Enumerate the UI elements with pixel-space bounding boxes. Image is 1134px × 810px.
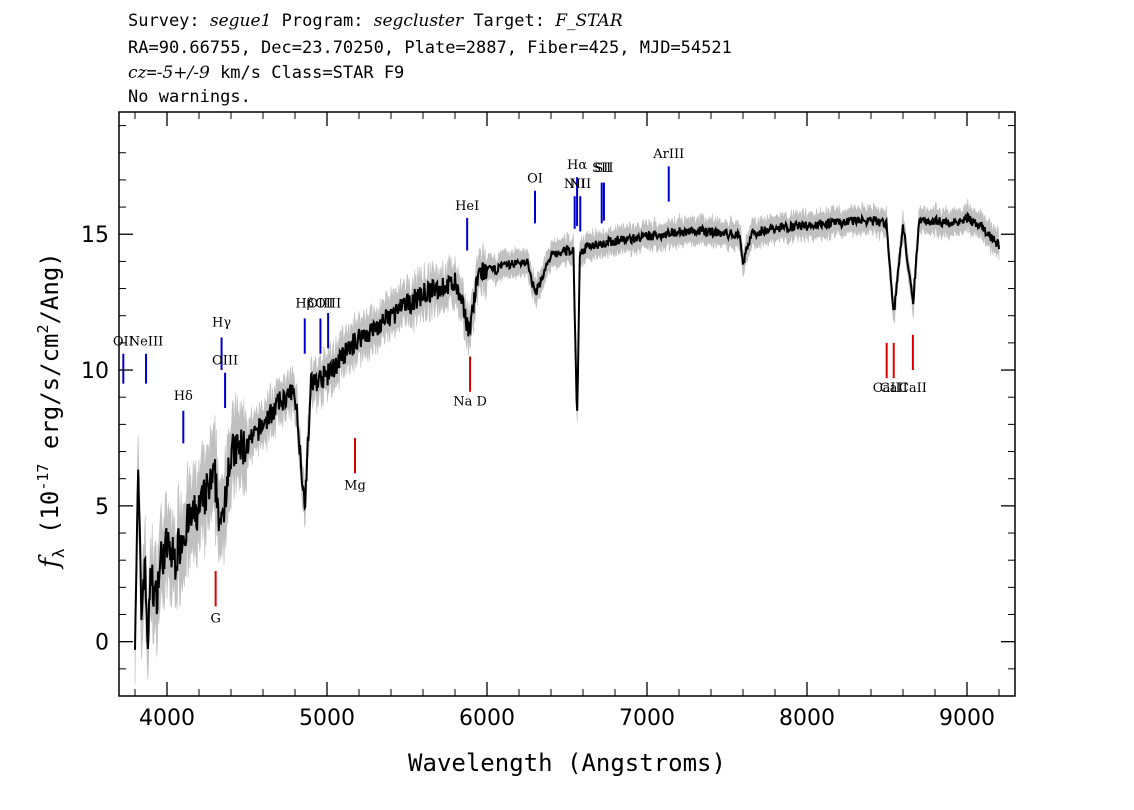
emission-line-label: NII — [569, 177, 591, 192]
x-tick-label: 5000 — [299, 706, 355, 731]
y-tick-label: 15 — [81, 223, 109, 248]
absorption-line-label: CaII — [873, 381, 901, 396]
program-label: Program: — [271, 11, 374, 31]
y-tick-label: 10 — [81, 359, 109, 384]
cz-symbol: cz — [128, 63, 147, 83]
absorption-line-label: Mg — [344, 479, 366, 494]
x-tick-label: 7000 — [619, 706, 675, 731]
emission-line-label: OIII — [212, 354, 238, 369]
absorption-line-label: G — [210, 612, 220, 627]
x-tick-label: 4000 — [139, 706, 195, 731]
header-line-target: Survey: segue1 Program: segcluster Targe… — [128, 11, 623, 31]
emission-line-label: Hα — [567, 158, 587, 173]
emission-line-label: SII — [592, 161, 611, 176]
survey-value: segue1 — [209, 11, 272, 31]
x-tick-label: 8000 — [779, 706, 835, 731]
emission-line-label: ArIII — [652, 147, 684, 162]
x-tick-label: 6000 — [459, 706, 515, 731]
header-line-warnings: No warnings. — [128, 87, 251, 107]
y-tick-label: 0 — [95, 631, 109, 656]
emission-line-label: OIII — [315, 297, 341, 312]
axis-ticks-layer: 4000 5000 6000 7000 8000 9000 0 5 10 15 — [81, 112, 1015, 731]
emission-line-label: Hγ — [212, 316, 231, 331]
cz-eq: = — [146, 63, 157, 83]
error-band-layer — [134, 199, 1000, 685]
target-label: Target: — [463, 11, 556, 31]
emission-line-label: Hδ — [174, 389, 193, 404]
spectrum-series-layer — [134, 211, 1000, 650]
absorption-line-label: CaII — [899, 381, 927, 396]
target-value: F_STAR — [555, 11, 623, 31]
emission-line-label: OI — [527, 172, 543, 187]
emission-line-label: NeIII — [129, 335, 163, 350]
emission-line-label: OII — [113, 335, 134, 350]
emission-line-label: SII — [594, 161, 613, 176]
error-band — [134, 199, 1000, 685]
emission-line-label: NII — [564, 177, 586, 192]
emission-line-label: Hβ — [295, 297, 314, 312]
absorption-line-label: CaII — [880, 381, 908, 396]
emission-line-label: OIII — [307, 297, 333, 312]
emission-line-label: HeI — [455, 199, 479, 214]
y-axis-title: fλ (10-17 erg/s/cm2/Ang) — [34, 252, 68, 569]
x-axis-title: Wavelength (Angstroms) — [408, 749, 726, 777]
x-tick-label: 9000 — [939, 706, 995, 731]
y-tick-label: 5 — [95, 495, 109, 520]
survey-label: Survey: — [128, 11, 210, 31]
absorption-line-label: Na D — [453, 394, 487, 409]
plot-frame — [118, 111, 1016, 697]
header-line-redshift: cz=-5+/-9 km/s Class=STAR F9 — [128, 63, 404, 83]
cz-rest: km/s Class=STAR F9 — [209, 63, 405, 83]
header-line-coordinates: RA=90.66755, Dec=23.70250, Plate=2887, F… — [128, 38, 732, 58]
cz-value: -5+/-9 — [156, 63, 210, 83]
spectrum-line — [134, 211, 1000, 650]
program-value: segcluster — [373, 11, 464, 31]
